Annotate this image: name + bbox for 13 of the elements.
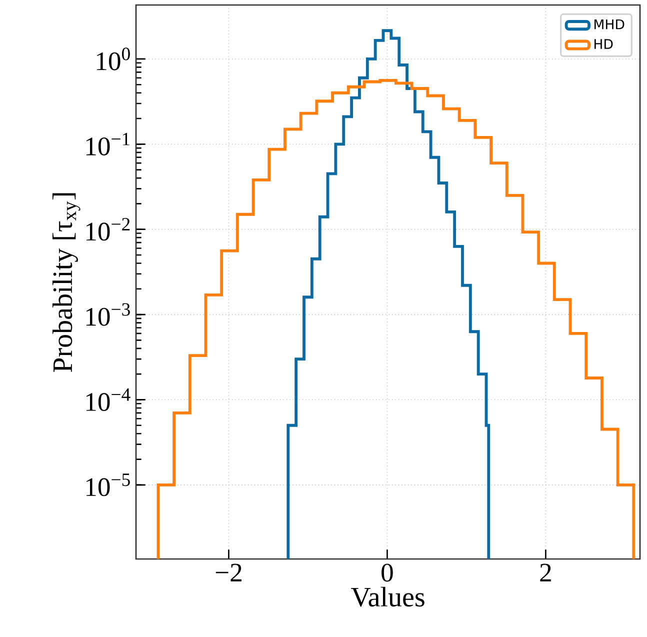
y-tick-label: 10$^{−1}$	[86, 132, 130, 156]
legend-label: MHD	[594, 19, 624, 30]
y-tick-label: 10$^{−4}$	[86, 388, 130, 412]
y-tick-label: 10$^{−5}$	[86, 474, 130, 496]
x-tick-label: 0	[382, 564, 393, 582]
y-tick-label: 10$^{−2}$	[86, 218, 130, 241]
x-axis-title: Values	[350, 586, 424, 607]
x-tick-label: −2	[216, 564, 242, 582]
y-axis-title: Probability [τ$_{xy}$]	[52, 193, 80, 372]
x-tick-label: 2	[540, 564, 551, 582]
y-tick-label: 10$^{−3}$	[86, 303, 130, 326]
legend-label: HD	[594, 39, 613, 49]
y-tick-label: 10$^{0}$	[96, 48, 130, 70]
